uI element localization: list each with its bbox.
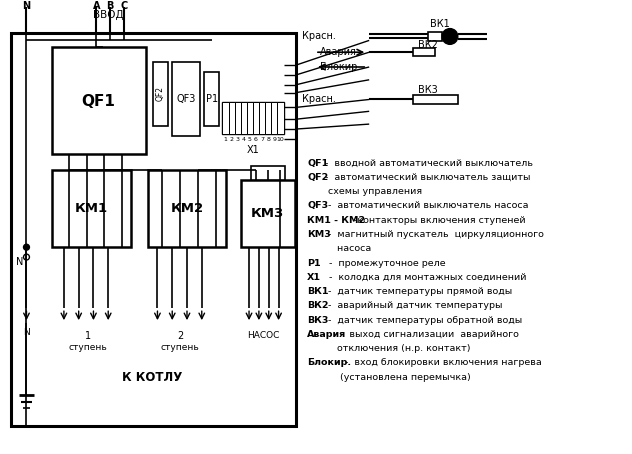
- Text: насоса: насоса: [307, 244, 372, 253]
- Text: 9: 9: [272, 138, 276, 143]
- Bar: [152, 62, 168, 126]
- Bar: [277, 103, 284, 134]
- Bar: [11, 33, 296, 426]
- Text: QF1: QF1: [307, 158, 329, 168]
- Bar: [253, 103, 259, 134]
- Text: -  колодка для монтажных соединений: - колодка для монтажных соединений: [317, 273, 526, 282]
- Text: схемы управления: схемы управления: [307, 187, 422, 196]
- Text: -  вход блокировки включения нагрева: - вход блокировки включения нагрева: [342, 359, 542, 367]
- Text: ВК1: ВК1: [430, 19, 450, 29]
- Text: ВК2: ВК2: [307, 301, 329, 311]
- Text: 7: 7: [260, 138, 264, 143]
- Text: ступень: ступень: [68, 343, 107, 352]
- Bar: [234, 103, 241, 134]
- Bar: [241, 180, 295, 247]
- Text: N: N: [23, 328, 30, 337]
- Text: 1: 1: [85, 331, 90, 341]
- Text: -  промежуточное реле: - промежуточное реле: [317, 258, 446, 267]
- Text: QF2: QF2: [156, 86, 165, 101]
- Text: 10: 10: [277, 138, 284, 143]
- Text: -  выход сигнализации  аварийного: - выход сигнализации аварийного: [337, 330, 518, 339]
- Bar: [148, 170, 226, 247]
- Text: 5: 5: [248, 138, 252, 143]
- Circle shape: [23, 244, 30, 250]
- Text: 1: 1: [224, 138, 228, 143]
- Text: К КОТЛУ: К КОТЛУ: [123, 370, 183, 384]
- Text: Блокир.: Блокир.: [320, 62, 360, 72]
- Text: A: A: [93, 1, 100, 11]
- Text: Х1: Х1: [307, 273, 321, 282]
- Text: QF3: QF3: [176, 94, 196, 104]
- Text: Красн.: Красн.: [302, 94, 336, 104]
- Text: -  аварийный датчик температуры: - аварийный датчик температуры: [322, 301, 502, 311]
- Text: ВК1: ВК1: [307, 287, 329, 296]
- Bar: [247, 103, 253, 134]
- Text: ступень: ступень: [161, 343, 200, 352]
- Bar: [229, 103, 234, 134]
- Text: P1: P1: [205, 94, 217, 104]
- Text: ВК3: ВК3: [307, 316, 329, 325]
- Text: ВК3: ВК3: [418, 84, 438, 94]
- Text: КМ3: КМ3: [251, 207, 284, 220]
- Text: QF1: QF1: [82, 94, 115, 109]
- Text: Авария: Авария: [307, 330, 346, 339]
- Text: -  датчик температуры прямой воды: - датчик температуры прямой воды: [322, 287, 512, 296]
- Text: C: C: [120, 1, 128, 11]
- Text: Красн.: Красн.: [302, 31, 336, 41]
- Circle shape: [442, 29, 458, 44]
- Text: 2: 2: [229, 138, 234, 143]
- Text: 4: 4: [242, 138, 246, 143]
- Text: X1: X1: [246, 145, 259, 155]
- Text: -  автоматический выключатель насоса: - автоматический выключатель насоса: [322, 202, 528, 210]
- Bar: [413, 48, 435, 56]
- Text: Р1: Р1: [307, 258, 321, 267]
- Text: N: N: [22, 1, 30, 11]
- Text: ВВОД: ВВОД: [93, 10, 123, 20]
- Bar: [241, 103, 247, 134]
- Text: N: N: [16, 257, 23, 267]
- Bar: [173, 62, 200, 136]
- Text: 8: 8: [266, 138, 270, 143]
- Text: -  датчик температуры обратной воды: - датчик температуры обратной воды: [322, 316, 522, 325]
- Text: 3: 3: [236, 138, 240, 143]
- Text: НАСОС: НАСОС: [248, 331, 280, 340]
- Bar: [265, 103, 271, 134]
- Text: -  вводной автоматический выключатель: - вводной автоматический выключатель: [322, 158, 533, 168]
- Text: QF3: QF3: [307, 202, 328, 210]
- Bar: [52, 170, 131, 247]
- Text: B: B: [107, 1, 114, 11]
- Bar: [271, 103, 277, 134]
- Text: КМ1 - КМ2: КМ1 - КМ2: [307, 216, 365, 225]
- Bar: [52, 47, 145, 153]
- Bar: [428, 31, 442, 41]
- Text: ВК2: ВК2: [418, 40, 438, 50]
- Bar: [413, 94, 458, 104]
- Bar: [251, 167, 286, 180]
- Text: Авария: Авария: [320, 47, 357, 57]
- Bar: [222, 103, 284, 134]
- Text: -  автоматический выключатель защиты: - автоматический выключатель защиты: [322, 173, 530, 182]
- Text: отключения (н.р. контакт): отключения (н.р. контакт): [307, 344, 471, 353]
- Text: -контакторы включения ступеней: -контакторы включения ступеней: [351, 216, 526, 225]
- Bar: [259, 103, 265, 134]
- Text: КМ3: КМ3: [307, 230, 331, 239]
- Bar: [204, 72, 219, 126]
- Text: -  магнитный пускатель  циркуляционного: - магнитный пускатель циркуляционного: [322, 230, 544, 239]
- Text: QF2: QF2: [307, 173, 329, 182]
- Text: 6: 6: [254, 138, 258, 143]
- Bar: [222, 103, 229, 134]
- Text: КМ2: КМ2: [171, 202, 204, 215]
- Text: КМ1: КМ1: [75, 202, 108, 215]
- Text: Блокир.: Блокир.: [307, 359, 351, 367]
- Text: (установлена перемычка): (установлена перемычка): [307, 373, 471, 382]
- Text: 2: 2: [177, 331, 183, 341]
